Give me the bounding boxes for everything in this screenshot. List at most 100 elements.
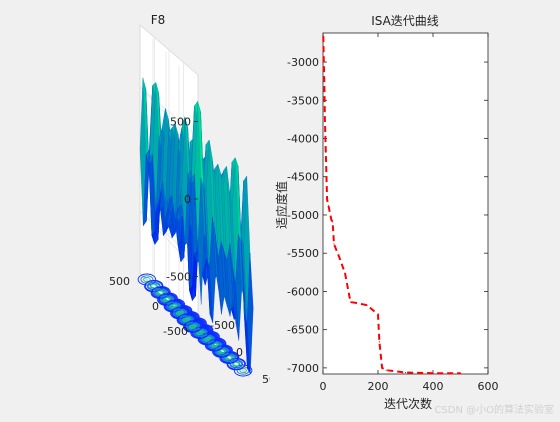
contour-ring xyxy=(232,361,241,367)
contour-ring xyxy=(149,283,158,289)
y-tick-label: -5000 xyxy=(287,209,319,222)
y-tick-label: -4500 xyxy=(287,171,319,184)
contour-ring xyxy=(167,301,181,311)
y-tick-label: -5500 xyxy=(287,247,319,260)
curve-point xyxy=(459,372,462,374)
contour-ring xyxy=(182,317,190,323)
curve-point xyxy=(323,85,325,88)
contour-ring xyxy=(233,364,253,377)
curve-point xyxy=(338,257,341,259)
contour-ring xyxy=(207,341,221,350)
curve-point xyxy=(324,119,326,121)
curve-point xyxy=(327,205,330,207)
y-tick-label: -7000 xyxy=(287,362,319,375)
x3d-tick-label: 500 xyxy=(262,373,283,386)
contour-ring xyxy=(144,280,163,293)
contour-ring xyxy=(153,288,167,298)
contour-ring xyxy=(204,335,213,341)
contour-ring xyxy=(172,309,186,318)
contour-ring xyxy=(162,297,171,303)
contour-ring xyxy=(210,342,218,349)
contour-ring xyxy=(159,295,173,304)
contour-ring xyxy=(176,314,196,326)
x-tick-label: 400 xyxy=(423,380,444,393)
contour-ring xyxy=(203,336,211,342)
contour-ring xyxy=(156,289,165,296)
contour-ring xyxy=(143,276,151,283)
contour-ring xyxy=(226,358,246,371)
contour-ring xyxy=(170,302,179,309)
contour-ring xyxy=(182,316,191,323)
contour-ring xyxy=(170,307,189,320)
y-tick-label: -6000 xyxy=(287,285,319,298)
y-tick-label: -3500 xyxy=(287,94,319,107)
contour-ring xyxy=(190,323,198,329)
curve-point xyxy=(381,367,383,369)
y3d-tick-label: 500 xyxy=(109,275,130,288)
curve-point xyxy=(333,243,335,245)
contour-ring xyxy=(219,352,238,364)
y-tick-label: -3000 xyxy=(287,56,319,69)
contour-ring xyxy=(232,361,240,367)
contour-ring xyxy=(217,349,226,355)
contour-ring xyxy=(222,353,236,363)
contour-ring xyxy=(169,303,177,310)
z-tick-label: 500 xyxy=(170,116,191,129)
contour-ring xyxy=(239,367,247,374)
contour-ring xyxy=(154,288,168,297)
y3d-tick-label: -500 xyxy=(163,325,188,338)
contour-ring xyxy=(197,333,217,346)
convergence-plot-title: ISA迭代曲线 xyxy=(371,14,439,28)
surface-plot-title: F8 xyxy=(151,13,166,27)
y-tick-label: -6500 xyxy=(287,324,319,337)
convergence-curve xyxy=(322,36,461,375)
contour-ring xyxy=(183,316,192,322)
contour-ring xyxy=(211,342,219,348)
contour-ring xyxy=(157,289,166,295)
contour-ring xyxy=(188,324,197,330)
contour-ring xyxy=(212,345,231,358)
curve-point xyxy=(332,221,334,223)
x-tick-label: 0 xyxy=(320,380,327,393)
contour-ring xyxy=(156,290,164,296)
contour-ring xyxy=(183,320,202,333)
contour-ring xyxy=(203,336,212,342)
contour-ring xyxy=(146,282,160,291)
contour-projection xyxy=(137,273,253,377)
x-tick-label: 200 xyxy=(368,380,389,393)
contour-ring xyxy=(176,310,184,316)
contour-ring xyxy=(150,283,158,289)
contour-ring xyxy=(179,315,193,325)
x3d-tick-label: 0 xyxy=(236,346,243,359)
curve-point xyxy=(330,219,332,221)
contour-ring xyxy=(226,354,234,360)
watermark: CSDN @小O的算法实验室 xyxy=(434,403,554,416)
curve-point xyxy=(404,371,407,374)
curve-point xyxy=(325,151,327,153)
contour-ring xyxy=(150,287,170,299)
convergence-plot-area xyxy=(322,32,489,375)
contour-ring xyxy=(224,355,233,361)
contour-ring xyxy=(185,322,199,331)
x3d-tick-label: -500 xyxy=(210,319,235,332)
surface-patch xyxy=(246,252,254,374)
convergence-plot: ISA迭代曲线 -3000 -3500 -4000 -4500 -5000 -5500 -6… xyxy=(274,14,499,411)
contour-ring xyxy=(193,328,207,338)
contour-ring xyxy=(177,309,185,315)
contour-ring xyxy=(169,303,178,309)
surface-peaks xyxy=(139,77,254,374)
contour-ring xyxy=(140,275,154,284)
contour-ring xyxy=(196,329,205,336)
curve-point xyxy=(349,301,352,303)
curve-point xyxy=(344,272,346,274)
z-tick-label: -500 xyxy=(166,271,191,284)
curve-point xyxy=(385,369,387,371)
curve-point xyxy=(366,304,368,306)
contour-ring xyxy=(189,323,197,329)
curve-point xyxy=(377,313,379,315)
contour-ring xyxy=(137,273,157,286)
contour-ring xyxy=(175,310,184,316)
curve-point xyxy=(355,302,357,304)
contour-ring xyxy=(190,327,209,339)
